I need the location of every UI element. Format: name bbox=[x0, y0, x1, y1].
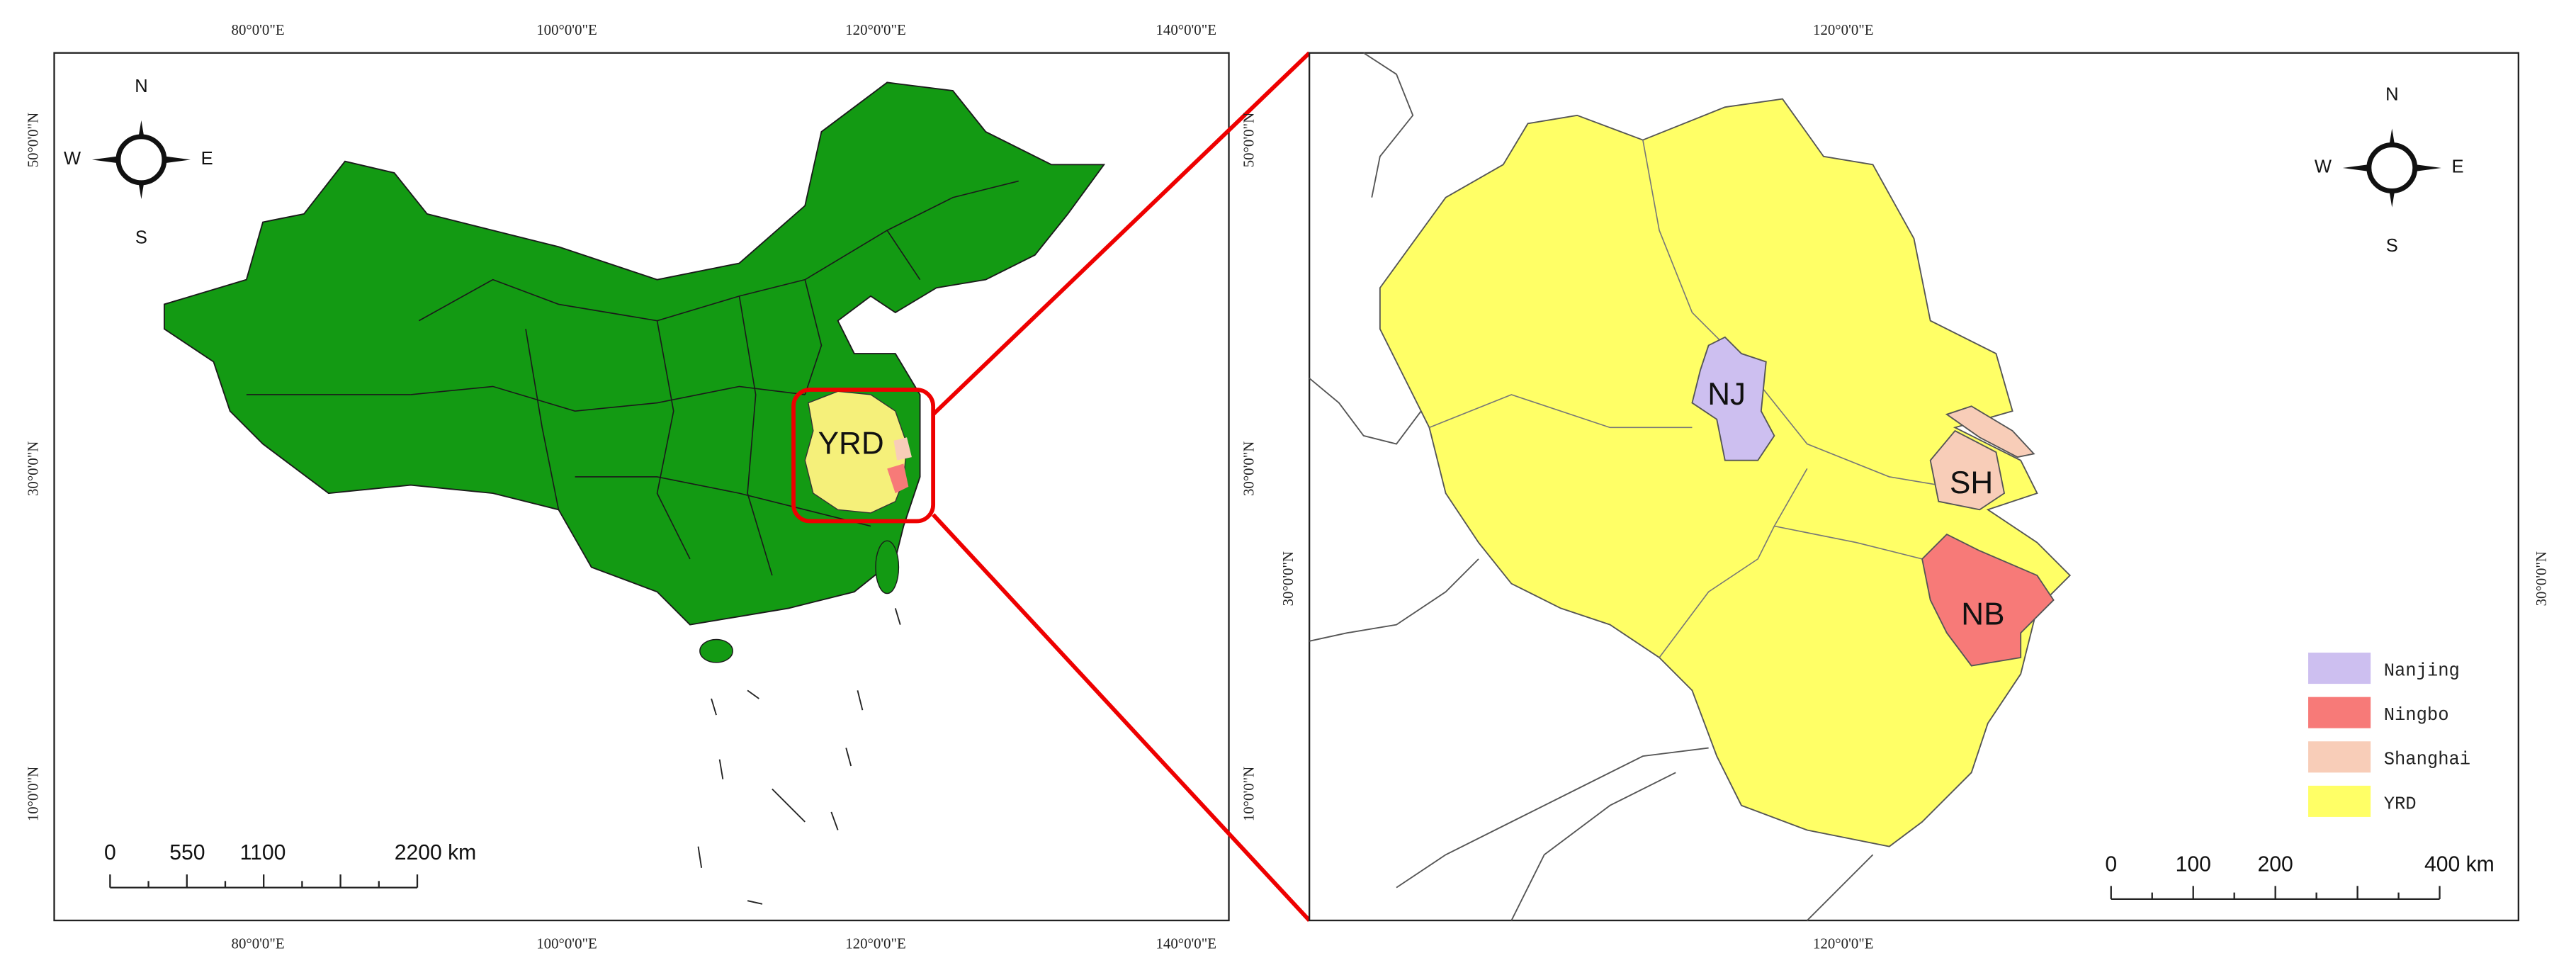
scale-label: 0 bbox=[2105, 852, 2117, 876]
graticule-label: 100°0'0"E bbox=[536, 21, 597, 38]
yrd-region bbox=[1379, 98, 2072, 847]
graticule-label: 140°0'0"E bbox=[1156, 935, 1216, 952]
compass-e: E bbox=[201, 149, 213, 169]
region-label: SH bbox=[1950, 466, 1993, 500]
hainan bbox=[699, 638, 733, 663]
south-sea-islands bbox=[697, 608, 901, 905]
callout-box bbox=[791, 388, 936, 524]
right-map bbox=[1308, 52, 2519, 922]
graticule-label: 120°0'0"E bbox=[845, 935, 906, 952]
compass-ring bbox=[115, 134, 167, 186]
graticule-label: 10°0'0"N bbox=[1240, 767, 1257, 821]
graticule-label: 120°0'0"E bbox=[1813, 21, 1874, 38]
legend-label: Shanghai bbox=[2384, 750, 2470, 770]
callout-line bbox=[932, 51, 1311, 416]
compass-n: N bbox=[2385, 85, 2398, 105]
graticule-label: 120°0'0"E bbox=[1813, 935, 1874, 952]
compass-n: N bbox=[135, 77, 147, 96]
legend-label: YRD bbox=[2384, 794, 2417, 814]
legend-swatch bbox=[2308, 653, 2371, 684]
legend-swatch bbox=[2308, 697, 2371, 728]
compass-w: W bbox=[64, 149, 81, 169]
taiwan bbox=[875, 540, 900, 594]
scale-label: 1100 bbox=[240, 841, 286, 864]
scale-label: 100 bbox=[2176, 852, 2211, 876]
legend-swatch bbox=[2308, 741, 2371, 773]
shanghai-region bbox=[1929, 429, 2006, 511]
graticule-label: 30°0'0"N bbox=[24, 441, 41, 496]
province-borders bbox=[246, 180, 1019, 576]
scale-label: 200 bbox=[2258, 852, 2293, 876]
graticule-label: 10°0'0"N bbox=[24, 767, 41, 821]
graticule-label: 140°0'0"E bbox=[1156, 21, 1216, 38]
yrd-area bbox=[804, 390, 908, 514]
graticule-label: 80°0'0"E bbox=[232, 935, 285, 952]
graticule-label: 30°0'0"N bbox=[1279, 551, 1297, 606]
compass-e: E bbox=[2452, 157, 2464, 177]
scale-label: 400 km bbox=[2424, 852, 2495, 876]
compass-ring bbox=[2366, 142, 2418, 193]
legend-swatch bbox=[2308, 785, 2371, 817]
graticule-label: 50°0'0"N bbox=[1240, 113, 1257, 167]
graticule-label: 30°0'0"N bbox=[2533, 551, 2550, 606]
region-label: NB bbox=[1961, 597, 2004, 632]
region-label: NJ bbox=[1707, 377, 1746, 412]
left-map bbox=[53, 52, 1230, 922]
shanghai-area bbox=[893, 437, 912, 461]
ningbo-area bbox=[887, 463, 909, 494]
shanghai-island bbox=[1945, 405, 2035, 458]
legend-label: Nanjing bbox=[2384, 661, 2460, 682]
nanjing-region bbox=[1691, 336, 1775, 461]
graticule-label: 50°0'0"N bbox=[24, 113, 41, 167]
graticule-label: 80°0'0"E bbox=[232, 21, 285, 38]
callout-line bbox=[931, 513, 1311, 922]
scale-label: 0 bbox=[104, 841, 116, 864]
scale-label: 2200 km bbox=[395, 841, 477, 864]
compass-w: W bbox=[2315, 157, 2332, 177]
graticule-label: 30°0'0"N bbox=[1240, 441, 1257, 496]
compass-s: S bbox=[2386, 236, 2398, 256]
graticule-label: 100°0'0"E bbox=[536, 935, 597, 952]
graticule-label: 120°0'0"E bbox=[845, 21, 906, 38]
outer-boundaries bbox=[1309, 52, 1874, 921]
compass-s: S bbox=[135, 227, 147, 247]
ningbo-region bbox=[1921, 533, 2055, 667]
region-label: YRD bbox=[818, 426, 884, 461]
legend-label: Ningbo bbox=[2384, 705, 2449, 726]
scale-label: 550 bbox=[169, 841, 205, 864]
